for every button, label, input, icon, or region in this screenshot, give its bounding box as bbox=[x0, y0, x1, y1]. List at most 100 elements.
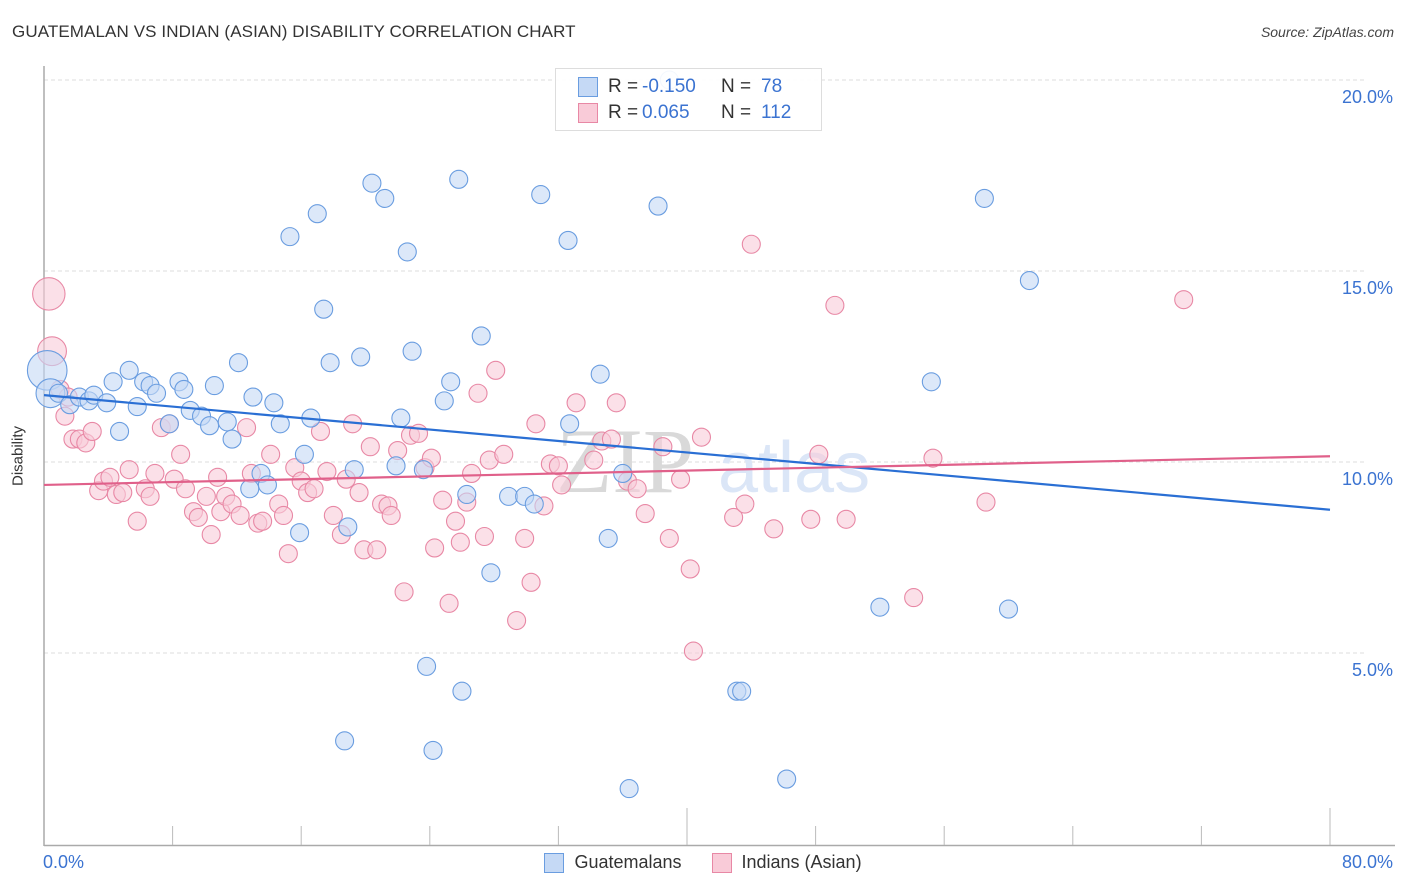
data-point bbox=[127, 397, 147, 417]
data-point bbox=[280, 227, 300, 247]
legend-r-label: R = bbox=[608, 102, 639, 123]
data-point bbox=[417, 656, 437, 676]
legend-n-value: 112 bbox=[761, 102, 792, 123]
series-legend: Guatemalans Indians (Asian) bbox=[0, 852, 1406, 873]
data-point bbox=[386, 456, 406, 476]
data-point bbox=[584, 450, 604, 470]
data-point bbox=[735, 494, 755, 514]
data-point bbox=[230, 505, 250, 526]
trend-line-indians bbox=[43, 455, 1331, 487]
data-point bbox=[825, 295, 845, 315]
data-point bbox=[921, 372, 941, 392]
data-point bbox=[240, 479, 260, 499]
data-point bbox=[113, 483, 133, 503]
data-point bbox=[273, 505, 294, 526]
data-point bbox=[204, 376, 224, 396]
data-point bbox=[433, 490, 453, 510]
data-point bbox=[200, 416, 220, 436]
data-point bbox=[391, 408, 411, 428]
data-point bbox=[310, 421, 331, 441]
y-tick-label: 10.0% bbox=[1341, 469, 1393, 489]
data-point bbox=[923, 448, 943, 468]
source-label: Source: ZipAtlas.com bbox=[1260, 24, 1394, 40]
series-indians-points bbox=[32, 234, 1194, 661]
data-point bbox=[82, 421, 102, 441]
data-point bbox=[362, 173, 382, 193]
data-point bbox=[457, 484, 477, 505]
trend-lines bbox=[43, 394, 1331, 511]
data-point bbox=[449, 169, 469, 189]
legend-n-label: N = bbox=[721, 102, 752, 123]
axes bbox=[43, 66, 1395, 847]
legend-swatch-indians bbox=[711, 852, 732, 873]
data-point bbox=[801, 509, 821, 529]
data-point bbox=[471, 326, 491, 346]
data-point bbox=[257, 475, 277, 495]
data-point bbox=[741, 234, 761, 254]
data-point bbox=[304, 479, 324, 499]
data-point bbox=[261, 444, 281, 464]
data-point bbox=[976, 492, 996, 512]
data-point bbox=[175, 479, 196, 499]
data-point bbox=[394, 582, 414, 602]
data-point bbox=[100, 467, 120, 487]
data-point bbox=[402, 341, 422, 361]
data-point bbox=[809, 444, 829, 464]
data-point bbox=[253, 511, 273, 531]
data-point bbox=[566, 393, 586, 413]
data-point bbox=[606, 393, 626, 413]
data-point bbox=[188, 507, 208, 527]
data-point bbox=[145, 463, 165, 484]
legend-swatch-guatemalans bbox=[544, 852, 565, 873]
data-point bbox=[314, 299, 334, 319]
data-point bbox=[558, 230, 578, 250]
data-point bbox=[601, 429, 621, 449]
data-point bbox=[320, 353, 340, 373]
data-point bbox=[196, 486, 216, 506]
data-point bbox=[521, 572, 541, 592]
data-point bbox=[452, 681, 472, 701]
data-point bbox=[524, 494, 544, 514]
data-point bbox=[236, 418, 257, 438]
data-point bbox=[1019, 270, 1039, 291]
data-point bbox=[119, 360, 139, 380]
legend-row-guatemalans: R = -0.150 N = 78 bbox=[578, 75, 782, 99]
legend-r-value: -0.150 bbox=[642, 76, 696, 97]
data-point bbox=[671, 469, 691, 489]
legend-item-indians[interactable]: Indians (Asian) bbox=[711, 852, 862, 873]
data-point bbox=[531, 185, 551, 205]
data-point bbox=[278, 544, 298, 564]
data-point bbox=[974, 188, 994, 208]
data-point bbox=[349, 483, 369, 503]
data-point bbox=[613, 463, 633, 484]
data-point bbox=[127, 511, 147, 531]
data-point bbox=[397, 242, 417, 262]
trend-line-guatemalans bbox=[43, 394, 1331, 511]
data-point bbox=[146, 383, 167, 403]
data-point bbox=[201, 525, 221, 545]
legend-swatch-indians bbox=[578, 103, 598, 123]
data-point bbox=[462, 463, 482, 484]
data-point bbox=[423, 740, 443, 760]
data-point bbox=[560, 414, 580, 434]
legend-r-value: 0.065 bbox=[642, 102, 690, 123]
data-point bbox=[317, 461, 337, 482]
data-point bbox=[680, 559, 700, 579]
data-point bbox=[691, 427, 712, 447]
data-point bbox=[499, 486, 519, 506]
data-point bbox=[998, 599, 1019, 619]
data-point bbox=[526, 414, 546, 434]
data-point bbox=[171, 444, 191, 464]
data-point bbox=[140, 486, 160, 506]
legend-r-label: R = bbox=[608, 76, 639, 97]
data-point bbox=[290, 523, 310, 543]
data-point bbox=[119, 460, 139, 480]
data-point bbox=[481, 563, 501, 583]
data-point bbox=[904, 588, 924, 608]
data-point bbox=[294, 444, 314, 464]
data-point bbox=[474, 526, 495, 547]
data-point bbox=[635, 504, 655, 524]
data-point bbox=[208, 467, 228, 487]
legend-item-guatemalans[interactable]: Guatemalans bbox=[544, 852, 682, 873]
x-tick-label: 0.0% bbox=[43, 852, 85, 872]
